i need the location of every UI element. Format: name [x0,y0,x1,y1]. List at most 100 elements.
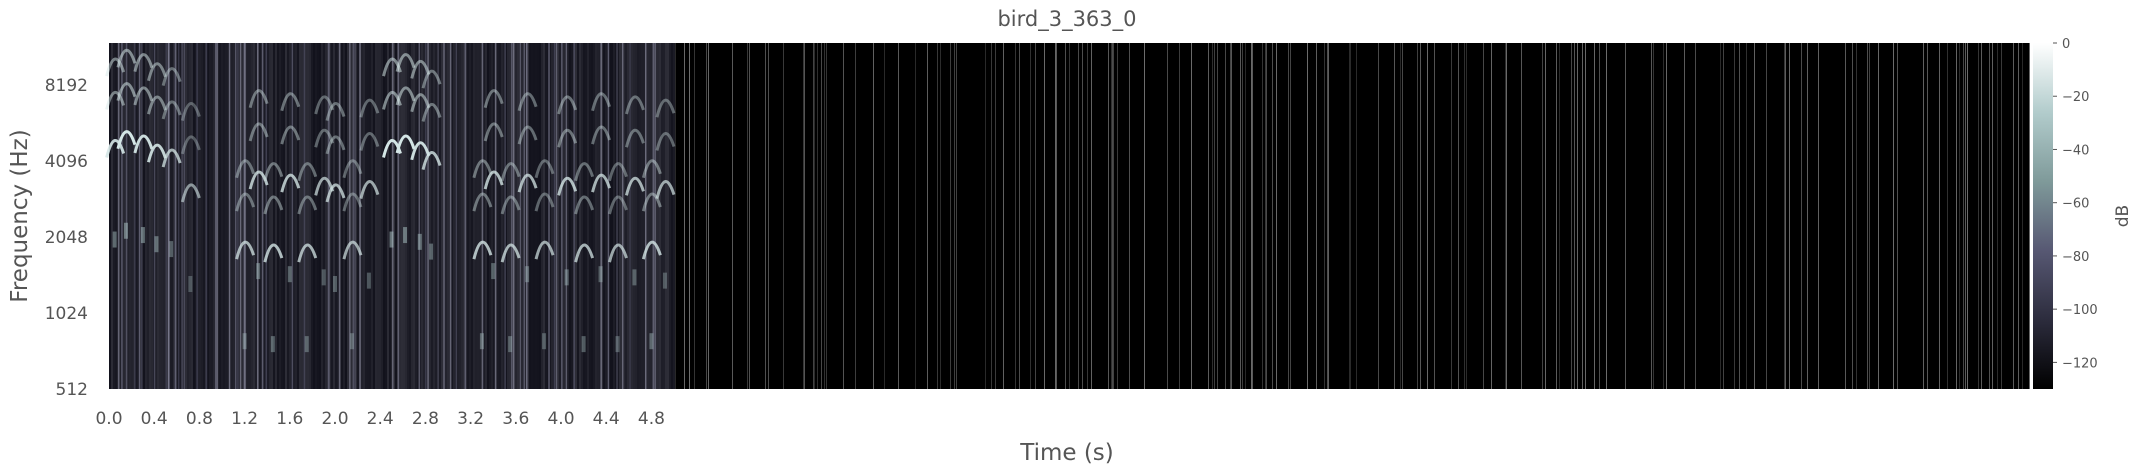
spectrogram-frame [273,43,275,389]
broadband-transient [183,43,185,389]
padding-line [1807,43,1808,389]
call-syllable-low [389,231,394,248]
padding-line [1030,43,1031,389]
spectrogram-frame [271,43,273,389]
call-syllable [314,95,335,115]
padding-line [1217,43,1218,389]
padding-line [1035,43,1036,389]
call-syllable [608,243,628,263]
spectrogram-frame [671,43,673,389]
spectrogram-frame [195,43,197,389]
spectrogram-frame [129,43,131,389]
padding-line [1111,43,1112,389]
broadband-transient [573,43,575,389]
broadband-transient [303,43,306,389]
colorbar-tick-label: −40 [2062,143,2089,158]
spectrogram-frame [375,43,377,389]
padding-line [1939,43,1940,389]
spectrogram-frame [583,43,585,389]
spectrogram-frame [269,43,271,389]
broadband-transient [481,43,484,389]
spectrogram-frame [665,43,667,389]
padding-line [2029,43,2030,389]
call-syllable [395,134,416,154]
call-syllable-low [417,233,422,250]
padding-line [1276,43,1277,389]
call-syllable [180,135,201,155]
spectrogram-frame [217,43,219,389]
spectrogram-frame [123,43,125,389]
spectrogram-frame [245,43,247,389]
call-syllable-low [242,333,247,350]
spectrogram-frame [501,43,503,389]
broadband-transient [607,43,610,389]
padding-line [1420,43,1421,389]
call-syllable-low [349,333,354,350]
padding-line [1230,43,1231,389]
padding-line [1179,43,1180,389]
broadband-transient [565,43,568,389]
padding-line [1288,43,1289,389]
spectrogram-frame [517,43,519,389]
spectrogram-frame [491,43,493,389]
call-syllable-low [333,276,337,293]
padding-line [1923,43,1924,389]
spectrogram-frame [541,43,543,389]
spectrogram-frame [547,43,549,389]
padding-line [940,43,941,389]
padding-line [1349,43,1350,389]
padding-line [1307,43,1308,389]
padding-line [898,43,899,389]
broadband-transient [257,43,259,389]
spectrogram-frame [307,43,309,389]
padding-line [1927,43,1928,389]
padding-line [1734,43,1735,389]
call-syllable [180,183,201,203]
padding-line [1117,43,1118,389]
call-syllable [248,170,269,190]
broadband-transient [654,43,656,389]
broadband-transient [555,43,558,389]
padding-line [1577,43,1578,389]
broadband-transient [165,43,168,389]
spectrogram-frame [617,43,619,389]
padding-line [1265,43,1266,389]
spectrogram-frame [549,43,551,389]
broadband-transient [244,43,246,389]
padding-line [991,43,992,389]
spectrogram-frame [433,43,435,389]
call-syllable [641,240,662,260]
spectrogram-frame [399,43,401,389]
call-syllable-low [154,236,159,253]
call-syllable [641,192,662,212]
colorbar-tick-label: −60 [2062,197,2089,212]
padding-line [1695,43,1696,389]
padding-line [1266,43,1267,389]
broadband-transient [352,43,355,389]
call-syllable [500,195,521,215]
call-syllable [297,162,318,182]
spectrogram-frame [365,43,367,389]
spectrogram-frame [275,43,277,389]
padding-line [1506,43,1507,389]
spectrogram-frame [363,43,365,389]
padding-line [1491,43,1492,389]
broadband-transient [616,43,618,389]
call-syllable [655,180,676,199]
spectrogram-frame [403,43,405,389]
spectrogram-frame [321,43,323,389]
spectrogram-frame [283,43,285,389]
spectrogram-frame [431,43,433,389]
padding-line [1947,43,1948,389]
spectrogram-frame [609,43,611,389]
spectrogram-frame [667,43,669,389]
broadband-transient [512,43,515,389]
padding-line [1091,43,1092,389]
x-tick-label: 4.0 [547,409,574,429]
spectrogram-frame [657,43,659,389]
padding-line [1989,43,1990,389]
spectrogram-frame [227,43,229,389]
padding-line [1458,43,1459,389]
spectrogram-frame [581,43,583,389]
padding-line [1262,43,1263,389]
